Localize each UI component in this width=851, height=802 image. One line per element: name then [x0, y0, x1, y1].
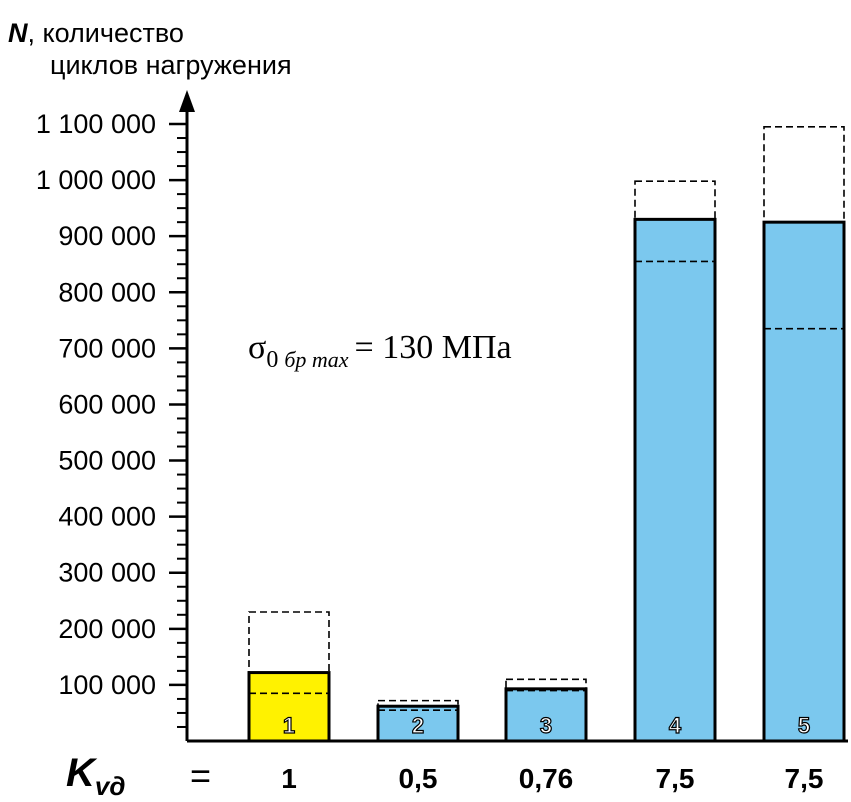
- bar: [762, 220, 846, 743]
- y-tick-label: 800 000: [58, 277, 156, 307]
- k-value-label: 0,76: [519, 763, 574, 794]
- y-axis-title-symbol: N: [8, 18, 28, 48]
- k-value-label: 7,5: [785, 763, 824, 794]
- y-tick-label: 1 000 000: [36, 165, 156, 195]
- stress-subscript-italic: бр max: [284, 347, 348, 372]
- bar: [504, 687, 588, 743]
- y-axis-title-line1: N, количество: [8, 18, 184, 48]
- y-axis-arrow: [179, 90, 195, 112]
- bar-group-4: 47,5: [633, 180, 717, 794]
- bar-group-3: 30,76: [504, 678, 588, 794]
- stress-symbol: σ: [248, 329, 266, 366]
- bar-group-2: 20,5: [376, 699, 460, 794]
- y-axis-title-line2: циклов нагружения: [50, 50, 292, 80]
- stress-value: = 130 МПа: [355, 329, 512, 366]
- stress-subscript-main: 0: [266, 347, 278, 373]
- y-tick-label: 500 000: [58, 446, 156, 476]
- y-tick-label: 400 000: [58, 502, 156, 532]
- bar: [247, 671, 331, 743]
- bar: [376, 704, 460, 743]
- bar-number-label: 3: [540, 713, 552, 738]
- axes-layer: 100 000 200 000 300 000 400 000 500 000 600 0…: [36, 90, 848, 743]
- y-tick-label: 700 000: [58, 333, 156, 363]
- y-axis-title-rest: , количество: [28, 18, 184, 48]
- k-value-label: 1: [281, 763, 297, 794]
- bar: [633, 217, 717, 743]
- bar-number-label: 5: [798, 713, 810, 738]
- y-tick-label: 1 100 000: [36, 109, 156, 139]
- bar-number-label: 4: [669, 713, 682, 738]
- bar-number-label: 2: [412, 713, 424, 738]
- y-tick-label: 100 000: [58, 670, 156, 700]
- k-value-label: 0,5: [399, 763, 438, 794]
- y-tick-label: 200 000: [58, 614, 156, 644]
- k-value-label: 7,5: [656, 763, 695, 794]
- y-tick-label: 600 000: [58, 389, 156, 419]
- bar-number-label: 1: [283, 713, 295, 738]
- stress-annotation: σ0 бр max = 130 МПа: [248, 329, 512, 373]
- x-axis-equals: =: [190, 755, 211, 796]
- bar-group-1: 11: [247, 611, 331, 794]
- bar-group-5: 57,5: [762, 126, 846, 794]
- y-tick-label: 300 000: [58, 558, 156, 588]
- x-axis-label-subscript: vд: [95, 771, 126, 801]
- y-tick-label: 900 000: [58, 221, 156, 251]
- x-axis-label: Kvд: [66, 751, 125, 801]
- bar-range-box: [634, 180, 716, 742]
- x-axis-label-symbol: K: [66, 751, 98, 795]
